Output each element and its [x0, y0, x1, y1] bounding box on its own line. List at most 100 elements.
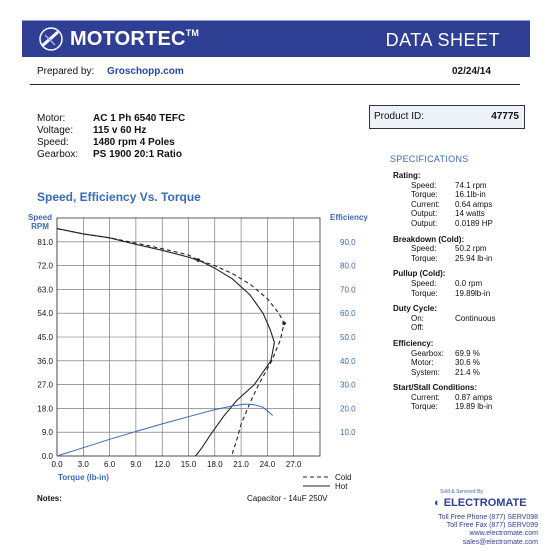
- spec-key: Speed:: [411, 180, 437, 190]
- x-tick-label: 9.0: [130, 460, 142, 469]
- spec-key: Current:: [411, 199, 440, 209]
- spec-value: 69.9 %: [455, 348, 480, 358]
- y2-tick-label: 90.0: [340, 238, 356, 247]
- email-link[interactable]: sales@electromate.com: [462, 538, 538, 546]
- spec-value: 74.1 rpm: [455, 180, 487, 190]
- x-tick-label: 27.0: [286, 460, 302, 469]
- spec-key: Output:: [411, 209, 438, 219]
- spec-group: Rating: Speed: 74.1 rpm Torque: 16.1lb-in Cur…: [393, 171, 495, 229]
- spec-group-title: Rating:: [393, 171, 421, 180]
- speed-curve-hot: [56, 228, 275, 457]
- prepared-by-link[interactable]: Groschopp.com: [107, 66, 184, 77]
- specifications-list: Rating: Speed: 74.1 rpm Torque: 16.1lb-in Cur…: [393, 171, 495, 418]
- spec-item: Speed: 74.1 rpm: [393, 181, 495, 191]
- y-axis-title: Speed RPM: [27, 213, 52, 231]
- capacitor-note: Capacitor - 14uF 250V: [247, 494, 328, 503]
- y-tick-label: 81.0: [37, 238, 53, 247]
- x-tick-label: 3.0: [78, 460, 90, 469]
- y2-tick-label: 50.0: [340, 333, 356, 342]
- x-tick-label: 6.0: [104, 460, 116, 469]
- spec-item: Gearbox: 69.9 %: [393, 349, 495, 359]
- x-tick-label: 12.0: [154, 460, 170, 469]
- electromate-logo: ◐ ELECTROMATE: [434, 497, 527, 509]
- spec-item: Off:: [393, 323, 495, 333]
- spec-item: Output: 0.0189 HP: [393, 219, 495, 229]
- specifications-heading: SPECIFICATIONS: [390, 154, 469, 164]
- spec-key: Torque:: [411, 190, 438, 200]
- spec-value: Continuous: [455, 313, 496, 323]
- y2-tick-label: 10.0: [340, 428, 356, 437]
- spec-key: Torque:: [411, 253, 438, 263]
- spec-key: System:: [411, 367, 440, 377]
- spec-item: On: Continuous: [393, 314, 495, 324]
- motortec-logo-icon: [39, 27, 63, 51]
- toll-free-fax: Toll Free Fax (877) SERV099: [446, 522, 538, 530]
- spec-key: Off:: [411, 323, 424, 333]
- divider: [30, 84, 520, 85]
- spec-key: Current:: [411, 392, 440, 402]
- spec-item: Torque: 19.89 lb-in: [393, 402, 495, 412]
- motor-row: Gearbox: PS 1900 20:1 Ratio: [37, 149, 182, 160]
- spec-value: 16.1lb-in: [455, 190, 486, 200]
- spec-value: 25.94 lb-in: [455, 253, 493, 263]
- spec-key: Speed:: [411, 244, 437, 254]
- spec-value: 0.87 amps: [455, 392, 493, 402]
- spec-item: Torque: 25.94 lb-in: [393, 254, 495, 264]
- y2-tick-label: 30.0: [340, 381, 356, 390]
- spec-key: Torque:: [411, 402, 438, 412]
- y-tick-label: 27.0: [37, 381, 53, 390]
- y2-tick-label: 70.0: [340, 285, 356, 294]
- efficiency-curve: [56, 403, 274, 457]
- x-tick-label: 0.0: [51, 460, 63, 469]
- y-tick-label: 54.0: [37, 309, 53, 318]
- plot-frame: [56, 217, 321, 457]
- spec-group: Duty Cycle: On: Continuous Off:: [393, 304, 495, 333]
- spec-group-title: Start/Stall Conditions:: [393, 383, 477, 393]
- spec-item: Current: 0.64 amps: [393, 200, 495, 210]
- motor-row: Speed: 1480 rpm 4 Poles: [37, 137, 175, 148]
- x-axis-title: Torque (lb-in): [58, 473, 109, 482]
- spec-item: System: 21.4 %: [393, 368, 495, 378]
- spec-value: 0.0189 HP: [455, 218, 493, 228]
- spec-group-title: Duty Cycle:: [393, 304, 438, 314]
- header-band: MOTORTECTM DATA SHEET: [22, 20, 530, 57]
- y2-axis-title: Efficiency: [330, 213, 368, 222]
- y2-tick-label: 80.0: [340, 262, 356, 271]
- spec-value: 19.89 lb-in: [455, 402, 493, 412]
- sheet-date: 02/24/14: [452, 66, 491, 77]
- spec-group-title: Pullup (Cold):: [393, 269, 446, 279]
- spec-group-title: Efficiency:: [393, 338, 434, 348]
- spec-key: Torque:: [411, 288, 438, 298]
- legend-cold-label: Cold: [335, 473, 352, 482]
- motor-row: Motor: AC 1 Ph 6540 TEFC: [37, 113, 186, 124]
- spec-item: Motor: 30.6 %: [393, 358, 495, 368]
- toll-free-phone: Toll Free Phone (877) SERV098: [438, 514, 538, 521]
- spec-key: Output:: [411, 218, 438, 228]
- product-id-box: Product ID: 47775: [369, 105, 525, 129]
- motor-row: Voltage: 115 v 60 Hz: [37, 125, 147, 136]
- product-id-value: 47775: [491, 111, 519, 122]
- spec-group: Pullup (Cold): Speed: 0.0 rpm Torque: 19.89l…: [393, 269, 495, 298]
- spec-value: 19.89lb-in: [455, 288, 491, 298]
- spec-key: Motor:: [411, 358, 434, 368]
- x-tick-label: 18.0: [207, 460, 223, 469]
- spec-item: Speed: 0.0 rpm: [393, 279, 495, 289]
- spec-group: Breakdown (Cold): Speed: 50.2 rpm Torque: 25…: [393, 235, 495, 264]
- spec-value: 0.0 rpm: [455, 278, 483, 288]
- y-tick-label: 45.0: [37, 333, 53, 342]
- speed-curve-cold: [56, 228, 285, 457]
- spec-item: Torque: 19.89lb-in: [393, 289, 495, 299]
- y2-tick-label: 40.0: [340, 357, 356, 366]
- y2-tick-label: 60.0: [340, 309, 356, 318]
- chart-title: Speed, Efficiency Vs. Torque: [37, 190, 201, 204]
- y-tick-label: 0.0: [42, 452, 54, 461]
- x-tick-label: 15.0: [181, 460, 197, 469]
- spec-key: Speed:: [411, 278, 437, 288]
- website-link[interactable]: www.electromate.com: [469, 530, 538, 538]
- x-tick-label: 21.0: [233, 460, 249, 469]
- spec-group: Efficiency: Gearbox: 69.9 % Motor: 30.6 % Sys…: [393, 339, 495, 377]
- spec-key: On:: [411, 313, 424, 323]
- spec-value: 21.4 %: [455, 367, 480, 377]
- x-tick-label: 24.0: [260, 460, 276, 469]
- legend-hot-label: Hot: [335, 482, 348, 491]
